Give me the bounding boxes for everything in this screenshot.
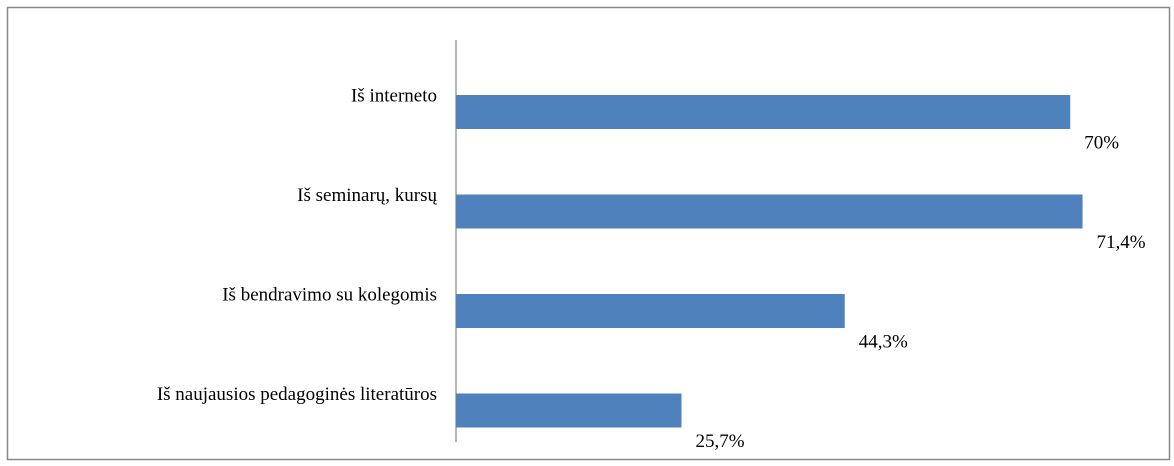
category-label: Iš interneto xyxy=(351,85,437,106)
chart-frame xyxy=(6,6,1171,461)
bar xyxy=(456,294,845,328)
value-label: 70% xyxy=(1084,132,1119,153)
bar xyxy=(456,95,1071,129)
value-label: 71,4% xyxy=(1097,232,1146,253)
bar xyxy=(456,393,682,428)
category-label: Iš bendravimo su kolegomis xyxy=(222,284,437,305)
category-label: Iš seminarų, kursų xyxy=(297,185,437,206)
value-label: 44,3% xyxy=(859,331,908,352)
category-label: Iš naujausios pedagoginės literatūros xyxy=(157,384,437,405)
value-label: 25,7% xyxy=(696,431,745,452)
bar xyxy=(456,194,1083,229)
